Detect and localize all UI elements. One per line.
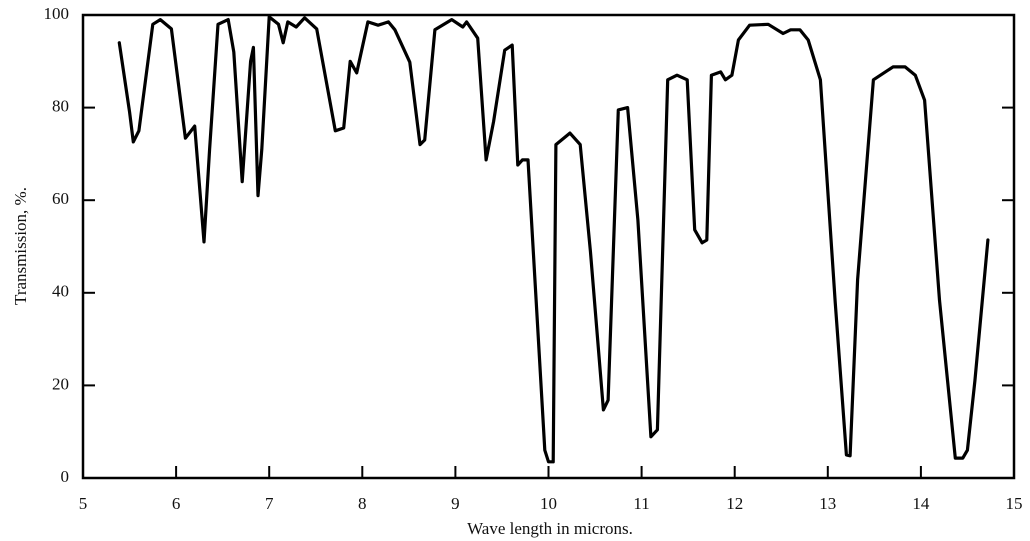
x-tick-label: 5 bbox=[79, 494, 88, 513]
x-tick-label: 11 bbox=[633, 494, 649, 513]
y-tick-label: 20 bbox=[52, 374, 69, 393]
y-axis-label: Transmission, %. bbox=[11, 187, 30, 305]
x-tick-label: 8 bbox=[358, 494, 367, 513]
x-tick-label: 7 bbox=[265, 494, 274, 513]
x-tick-label: 9 bbox=[451, 494, 460, 513]
y-tick-label: 80 bbox=[52, 97, 69, 116]
x-tick-label: 15 bbox=[1006, 494, 1023, 513]
x-axis-label: Wave length in microns. bbox=[467, 519, 633, 538]
y-tick-label: 40 bbox=[52, 282, 69, 301]
x-tick-label: 6 bbox=[172, 494, 181, 513]
x-tick-label: 13 bbox=[819, 494, 836, 513]
spectrum-line bbox=[117, 15, 990, 464]
x-tick-label: 10 bbox=[540, 494, 557, 513]
y-tick-label: 100 bbox=[44, 4, 70, 23]
x-tick-label: 14 bbox=[912, 494, 930, 513]
x-tick-label: 12 bbox=[726, 494, 743, 513]
y-tick-label: 60 bbox=[52, 189, 69, 208]
y-tick-label: 0 bbox=[61, 467, 70, 486]
